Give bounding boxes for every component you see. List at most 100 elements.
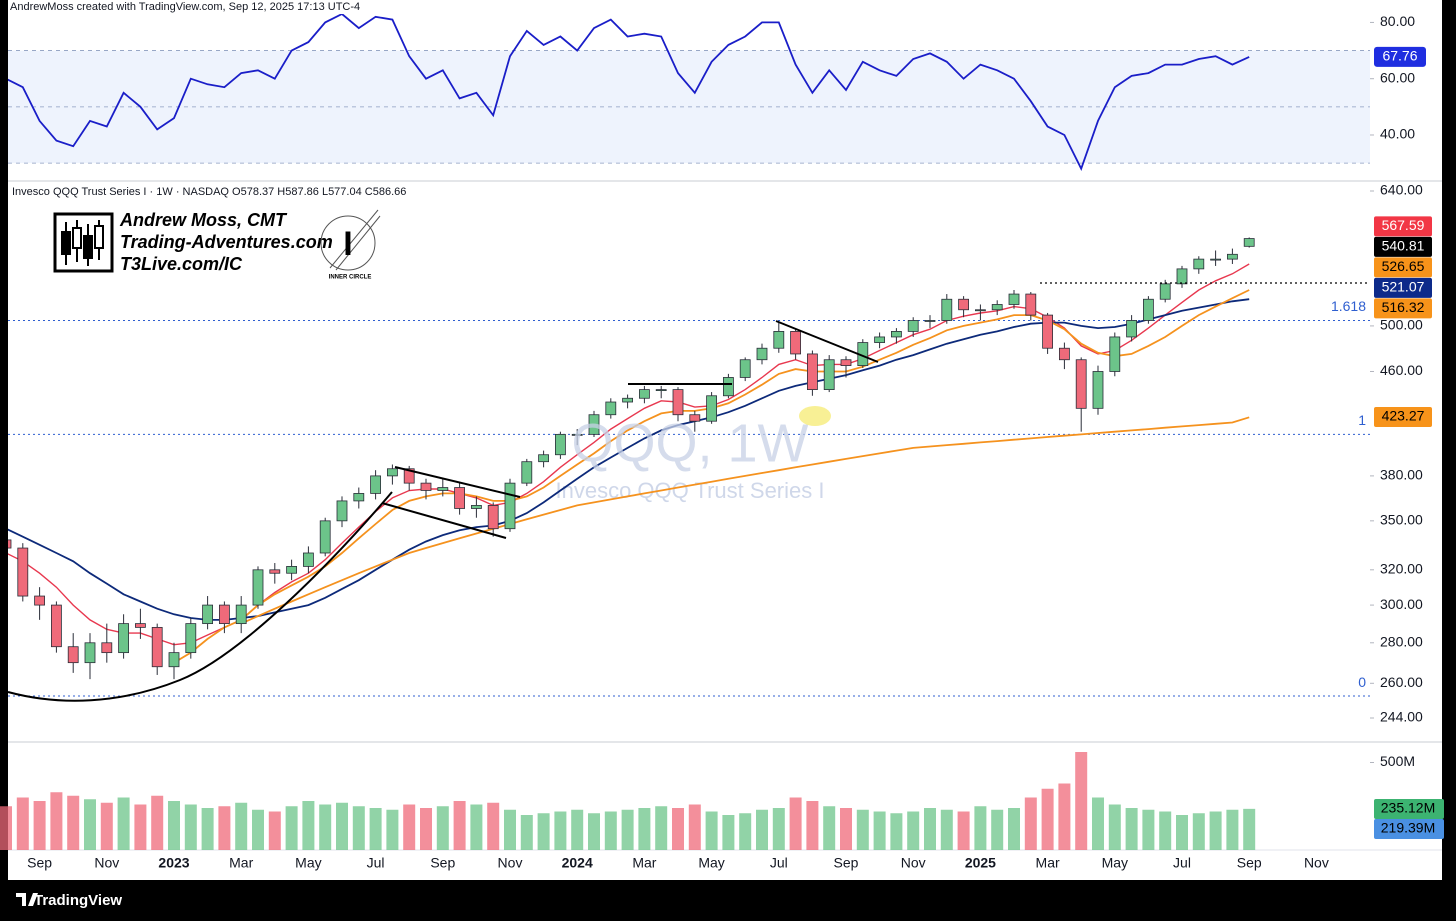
candle-body — [319, 520, 331, 554]
y-tick-label: 640.00 — [1380, 182, 1423, 198]
volume-bar — [621, 809, 634, 850]
candle-body — [521, 461, 533, 484]
candle-body — [588, 414, 600, 435]
candle-body — [1059, 347, 1070, 361]
x-tick-label: 2023 — [158, 855, 189, 871]
price-badge-label: 526.65 — [1382, 258, 1425, 274]
volume-bar — [369, 808, 382, 850]
candle-body — [1143, 298, 1154, 321]
x-tick-label: Mar — [1036, 855, 1060, 871]
badge-stroke — [329, 209, 379, 269]
candle-body — [504, 482, 516, 530]
volume-bar — [336, 802, 348, 850]
candle-body — [1193, 258, 1205, 270]
volume-bar — [873, 811, 886, 850]
candle-body — [924, 320, 936, 322]
candle-body — [370, 475, 382, 494]
candle-body — [118, 623, 129, 654]
volume-bar — [588, 813, 600, 850]
candle-body — [790, 331, 801, 355]
x-tick-label: May — [698, 855, 724, 871]
x-tick-label: Nov — [498, 855, 523, 871]
candle-body — [353, 493, 365, 502]
price-badge — [1374, 298, 1432, 319]
trend-line — [394, 466, 521, 498]
volume-bar — [50, 792, 63, 850]
y-tick-label: 320.00 — [1380, 561, 1423, 577]
moving-average — [8, 263, 1250, 646]
y-tick-label: 40.00 — [1380, 126, 1415, 142]
price-badge-label: 567.59 — [1382, 217, 1425, 233]
volume-bar — [504, 809, 516, 850]
volume-bar — [252, 809, 264, 850]
candle-body — [605, 401, 617, 416]
candle-body — [185, 623, 197, 654]
price-badge-label: 521.07 — [1382, 279, 1425, 295]
price-badge — [1374, 257, 1432, 278]
volume-bar — [756, 809, 768, 850]
candle-body — [386, 468, 398, 477]
candle-body — [1227, 253, 1238, 260]
volume-bar — [940, 809, 953, 850]
volume-bar — [1159, 811, 1172, 850]
candle-body — [823, 359, 835, 390]
author: Andrew Moss, CMT — [119, 210, 288, 230]
volume-bar — [1092, 797, 1104, 850]
candle-body — [655, 389, 667, 391]
candle-body — [34, 595, 45, 606]
volume-bar — [537, 813, 550, 850]
price-badge-label: 423.27 — [1382, 408, 1425, 424]
fib-label: 1 — [1358, 412, 1366, 428]
candle-body — [151, 626, 163, 668]
footer-logo — [16, 893, 38, 906]
x-tick-label: May — [1102, 855, 1128, 871]
y-tick-label: 300.00 — [1380, 596, 1423, 612]
x-tick-label: Jul — [367, 855, 385, 871]
candle-body — [538, 454, 549, 463]
volume-bar — [100, 802, 113, 850]
price-layer — [8, 237, 1370, 697]
candle-body — [454, 487, 466, 509]
volume-bar — [67, 795, 80, 850]
site: Trading-Adventures.com — [120, 232, 333, 252]
candle-body — [1210, 258, 1221, 261]
watermark: QQQ, 1W — [571, 413, 808, 473]
candle-body — [1075, 359, 1087, 409]
volume-average-badge — [1374, 819, 1444, 839]
moving-average — [8, 298, 1250, 621]
x-tick-label: 2024 — [562, 855, 593, 871]
candle-body — [134, 623, 146, 628]
candle-body — [991, 304, 1003, 311]
volume-badge — [1374, 799, 1444, 819]
volume-bar — [33, 801, 46, 850]
volume-bar — [739, 813, 752, 850]
volume-bar — [268, 811, 281, 850]
volume-bar — [470, 804, 483, 850]
volume-bar — [655, 806, 668, 850]
trend-line — [775, 320, 879, 363]
candle-body — [437, 487, 449, 491]
volume-bar — [688, 804, 701, 850]
volume-bar — [0, 806, 12, 850]
volume-bar — [487, 802, 500, 850]
candle-body — [420, 482, 432, 491]
volume-bar — [840, 808, 852, 850]
volume-average-label: 219.39M — [1381, 820, 1435, 836]
trend-curve — [7, 491, 393, 702]
volume-bar — [1058, 783, 1071, 850]
drawings — [7, 282, 1370, 702]
y-tick-label: 80.00 — [1380, 13, 1415, 29]
volume-bar — [285, 806, 298, 850]
volume-bar — [235, 802, 248, 850]
y-tick-label: 380.00 — [1380, 467, 1423, 483]
volume-bar — [1176, 815, 1188, 850]
y-tick-label: 244.00 — [1380, 709, 1423, 725]
candle-body — [1025, 293, 1037, 316]
volume-bar — [957, 811, 970, 850]
candle-body — [807, 353, 818, 390]
candle-body — [975, 309, 986, 312]
volume-bar — [806, 801, 819, 850]
value-badge-label: 67.76 — [1382, 48, 1417, 64]
